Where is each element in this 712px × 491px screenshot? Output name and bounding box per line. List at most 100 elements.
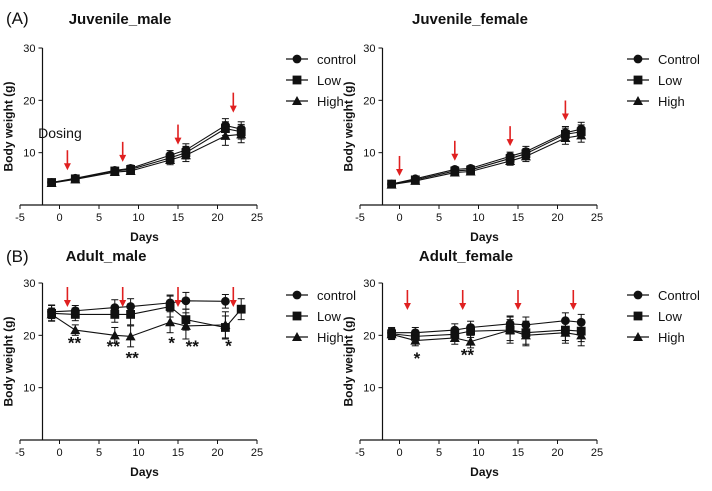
y-tick-label: 30: [363, 278, 375, 290]
series-high: [46, 125, 247, 188]
chart-adult-female: Adult_female -5 0 5 10 15 20 25 10 20 30 Days Body w…: [342, 248, 701, 479]
x-tick-label: 25: [251, 212, 263, 224]
y-tick-label: 10: [23, 383, 35, 395]
data-point: [386, 329, 397, 339]
data-point: [125, 331, 136, 341]
y-axis-title: Body weight (g): [2, 82, 16, 172]
dosing-arrow-head: [119, 300, 127, 307]
legend-label: Low: [317, 309, 341, 324]
data-point: [410, 175, 421, 185]
dosing-arrow-head: [396, 168, 403, 176]
legend-entry: Low: [286, 73, 341, 88]
x-axis-title: Days: [470, 230, 499, 244]
x-tick-label: -5: [355, 447, 365, 459]
y-tick-label: 20: [363, 95, 375, 107]
legend-entry: High: [286, 94, 344, 109]
legend-label: Control: [658, 52, 700, 67]
significance-star: *: [414, 349, 421, 368]
x-tick-label: 0: [396, 212, 402, 224]
data-point: [70, 325, 81, 335]
data-point: [576, 330, 587, 340]
x-tick-label: -5: [355, 212, 365, 224]
series-line: [391, 134, 582, 186]
data-point: [560, 327, 571, 337]
data-point: [165, 302, 175, 311]
x-tick-label: 10: [472, 447, 484, 459]
data-point: [505, 325, 516, 335]
data-point: [465, 166, 476, 176]
chart-title: Juvenile_female: [412, 11, 528, 28]
legend-marker: [633, 332, 643, 341]
dosing-arrow-head: [229, 300, 237, 307]
series-line: [391, 329, 582, 343]
legend-marker: [292, 290, 302, 300]
x-tick-label: 15: [512, 447, 524, 459]
x-tick-label: 15: [172, 212, 184, 224]
series-high: [46, 307, 231, 348]
x-tick-label: 10: [472, 212, 484, 224]
significance-star: **: [461, 345, 475, 364]
dosing-arrow-head: [119, 154, 127, 162]
series-line: [51, 128, 242, 184]
dosing-arrow-head: [174, 137, 182, 145]
series-line: [51, 133, 242, 184]
data-point: [520, 330, 531, 340]
series-high: [386, 128, 587, 189]
data-point: [109, 167, 120, 177]
data-point: [576, 130, 587, 140]
x-tick-label: 0: [396, 447, 402, 459]
data-point: [220, 130, 231, 140]
data-point: [46, 178, 57, 188]
dosing-arrow-head: [569, 303, 577, 310]
data-point: [221, 296, 230, 306]
significance-star: **: [126, 349, 140, 368]
panel-label-b: (B): [6, 247, 29, 266]
chart-title: Adult_male: [66, 248, 147, 265]
data-point: [465, 336, 476, 346]
data-point: [165, 317, 176, 327]
chart-title: Adult_female: [419, 248, 513, 265]
x-tick-label: 5: [436, 447, 442, 459]
y-tick-label: 30: [23, 43, 35, 55]
data-point: [449, 332, 460, 342]
x-tick-label: 10: [132, 212, 144, 224]
legend-label: control: [317, 52, 356, 67]
data-point: [236, 304, 246, 314]
legend-marker: [292, 332, 302, 341]
x-tick-label: 20: [551, 447, 563, 459]
data-point: [180, 150, 191, 160]
dosing-arrow-head: [561, 113, 569, 121]
x-tick-label: 25: [591, 212, 603, 224]
x-axis-title: Days: [130, 465, 159, 479]
series-line: [391, 329, 582, 337]
data-point: [505, 156, 516, 166]
x-tick-label: 0: [56, 212, 62, 224]
legend-entry: Low: [286, 309, 341, 324]
legend-marker: [292, 75, 302, 85]
x-axis-title: Days: [130, 230, 159, 244]
y-tick-label: 30: [363, 43, 375, 55]
x-tick-label: 20: [211, 212, 223, 224]
x-tick-label: 0: [56, 447, 62, 459]
legend-marker: [633, 75, 643, 85]
legend-entry: control: [286, 52, 356, 67]
legend-label: High: [658, 330, 685, 345]
series-line: [51, 305, 242, 329]
y-axis-title: Body weight (g): [2, 317, 16, 407]
data-point: [449, 167, 460, 177]
y-axis-title: Body weight (g): [342, 317, 356, 407]
data-point: [180, 320, 191, 330]
legend-label: High: [317, 330, 344, 345]
legend-entry: Low: [627, 73, 682, 88]
x-tick-label: 15: [512, 212, 524, 224]
chart-juvenile-male: Juvenile_male -5 0 5 10 15 20 25 10 20 30 Days Body …: [2, 11, 357, 244]
data-point: [560, 133, 571, 143]
legend-label: Low: [658, 73, 682, 88]
data-point: [410, 335, 421, 345]
y-tick-label: 10: [23, 148, 35, 160]
x-tick-label: -5: [15, 212, 25, 224]
dosing-arrow-head: [451, 153, 459, 161]
legend-marker: [633, 290, 643, 300]
legend-label: High: [658, 94, 685, 109]
x-tick-label: 25: [591, 447, 603, 459]
